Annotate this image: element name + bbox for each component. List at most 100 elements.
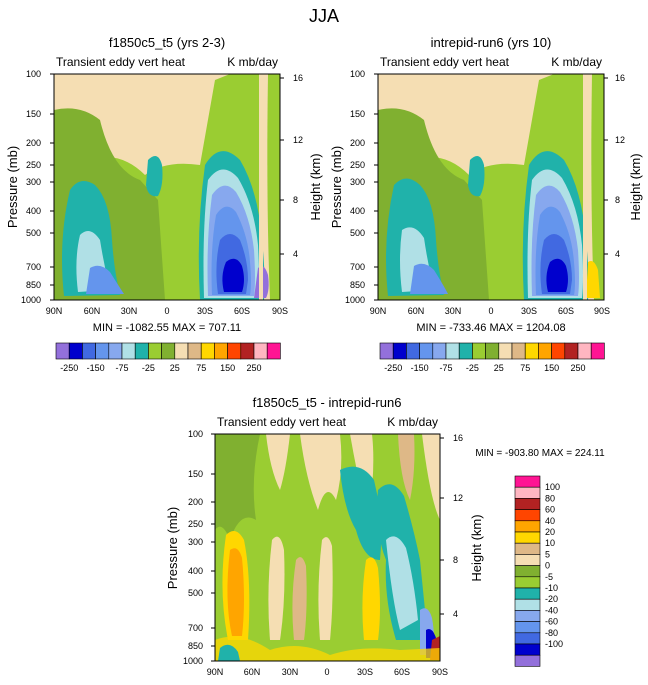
colorbar-cell [187, 342, 202, 360]
y-tick-right: 4 [293, 249, 298, 259]
colorbar-cell [514, 632, 541, 645]
colorbar-cell [68, 342, 83, 360]
y-tick-right: 12 [293, 135, 303, 145]
panel-p3-right-string: K mb/day [387, 415, 438, 429]
y-tick-right: 12 [615, 135, 625, 145]
colorbar-label: 250 [570, 363, 585, 373]
y-tick: 100 [188, 429, 203, 439]
colorbar-cell [514, 520, 541, 533]
panel-p3-stats: MIN = -903.80 MAX = 224.11 [475, 448, 605, 459]
colorbar-cell [445, 342, 460, 360]
colorbar-cell [148, 342, 162, 360]
field-band-negative [86, 265, 124, 294]
colorbar-cell [538, 342, 552, 360]
panel-p2-left-string: Transient eddy vert heat [380, 55, 510, 69]
panel-p1: f1850c5_t5 (yrs 2-3) Transient eddy vert… [5, 35, 323, 334]
colorbar-cell [253, 342, 268, 360]
colorbar-cell [458, 342, 473, 360]
y-tick: 1000 [21, 295, 41, 305]
panel-p3-title: f1850c5_t5 - intrepid-run6 [253, 395, 402, 410]
y-tick-right: 8 [453, 555, 458, 565]
colorbar-cell [134, 342, 149, 360]
y-tick: 850 [188, 641, 203, 651]
colorbar-cell [514, 565, 541, 578]
panel-p3-ylabel-right: Height (km) [469, 514, 484, 581]
field-band-weak-positive [583, 74, 587, 300]
y-tick-right: 12 [453, 493, 463, 503]
colorbar-label: -100 [545, 639, 563, 649]
y-tick: 850 [350, 280, 365, 290]
field-band-negative [410, 263, 448, 294]
x-tick: 0 [324, 667, 329, 677]
colorbar-label: 25 [494, 363, 504, 373]
x-tick: 60N [408, 306, 425, 316]
panel-p2-y-tick-marks [374, 73, 608, 301]
panel-p3-y-ticks-right: 16 12 8 4 [453, 433, 463, 619]
y-tick: 700 [350, 262, 365, 272]
panel-p2-field [378, 74, 604, 300]
x-tick: 60S [234, 306, 250, 316]
y-tick-right: 8 [615, 195, 620, 205]
panel-p1-y-tick-marks [50, 73, 284, 301]
panel-p3-left-string: Transient eddy vert heat [217, 415, 347, 429]
field-band-weak-negative [591, 74, 604, 300]
y-tick: 150 [26, 109, 41, 119]
panel-p3-y-tick-marks [211, 433, 444, 662]
field-band-strongest-negative [222, 258, 244, 292]
colorbar-label: -75 [439, 363, 452, 373]
colorbar-cell [95, 342, 110, 360]
colorbar-cell [514, 598, 541, 611]
panel-p2-y-ticks: 100 150 200 250 300 400 500 700 850 1000 [345, 69, 365, 305]
x-tick: 90S [594, 306, 610, 316]
y-tick: 400 [350, 206, 365, 216]
colorbar-label: -75 [115, 363, 128, 373]
colorbar-cell [514, 486, 541, 499]
colorbar-cell [485, 342, 500, 360]
x-tick: 60N [244, 667, 261, 677]
y-tick-right: 8 [293, 195, 298, 205]
x-tick: 90S [432, 667, 448, 677]
colorbar-label: 10 [545, 538, 555, 548]
colorbar-label: -250 [384, 363, 402, 373]
colorbar-label: 100 [545, 482, 560, 492]
y-tick: 300 [26, 177, 41, 187]
colorbar-cell [214, 342, 228, 360]
colorbar-cell [514, 610, 541, 622]
panel-p3-y-ticks: 100 150 200 250 300 400 500 700 850 1000 [183, 429, 203, 666]
panel-p3-x-ticks: 90N 60N 30N 0 30S 60S 90S [207, 667, 448, 677]
panel-p1-left-string: Transient eddy vert heat [56, 55, 186, 69]
y-tick: 1000 [345, 295, 365, 305]
field-band-positive [398, 434, 415, 500]
colorbar-label: -250 [60, 363, 78, 373]
panel-p1-y-ticks: 100 150 200 250 300 400 500 700 850 1000 [21, 69, 41, 305]
panel-p3: f1850c5_t5 - intrepid-run6 Transient edd… [165, 395, 605, 677]
x-tick: 30N [282, 667, 299, 677]
colorbar-cell [161, 342, 176, 360]
y-tick: 300 [350, 177, 365, 187]
colorbar-cell [121, 342, 136, 360]
colorbar-cell [524, 342, 539, 360]
colorbar-cell [379, 342, 394, 360]
main-title: JJA [309, 6, 339, 26]
y-tick: 250 [26, 160, 41, 170]
field-band-positive [362, 557, 380, 640]
colorbar-cell [514, 542, 541, 555]
y-tick: 250 [188, 519, 203, 529]
colorbar-label: -80 [545, 628, 558, 638]
y-tick: 700 [26, 262, 41, 272]
colorbar-label: 60 [545, 505, 555, 515]
colorbar-cell [174, 342, 189, 360]
panel-p2-y-ticks-right: 16 12 8 4 [615, 73, 625, 259]
field-band-positive [227, 548, 244, 636]
colorbar-cell [392, 342, 407, 360]
colorbar-cell [514, 643, 541, 656]
y-tick: 400 [188, 566, 203, 576]
colorbar-label: -20 [545, 594, 558, 604]
panel-p1-stats: MIN = -1082.55 MAX = 707.11 [93, 322, 241, 334]
colorbar-cell [266, 342, 281, 360]
colorbar-cell [514, 554, 541, 566]
panel-p3-frame [214, 433, 441, 662]
colorbar-cell [227, 342, 242, 360]
y-tick-right: 4 [615, 249, 620, 259]
field-band-weak-positive [318, 537, 333, 640]
